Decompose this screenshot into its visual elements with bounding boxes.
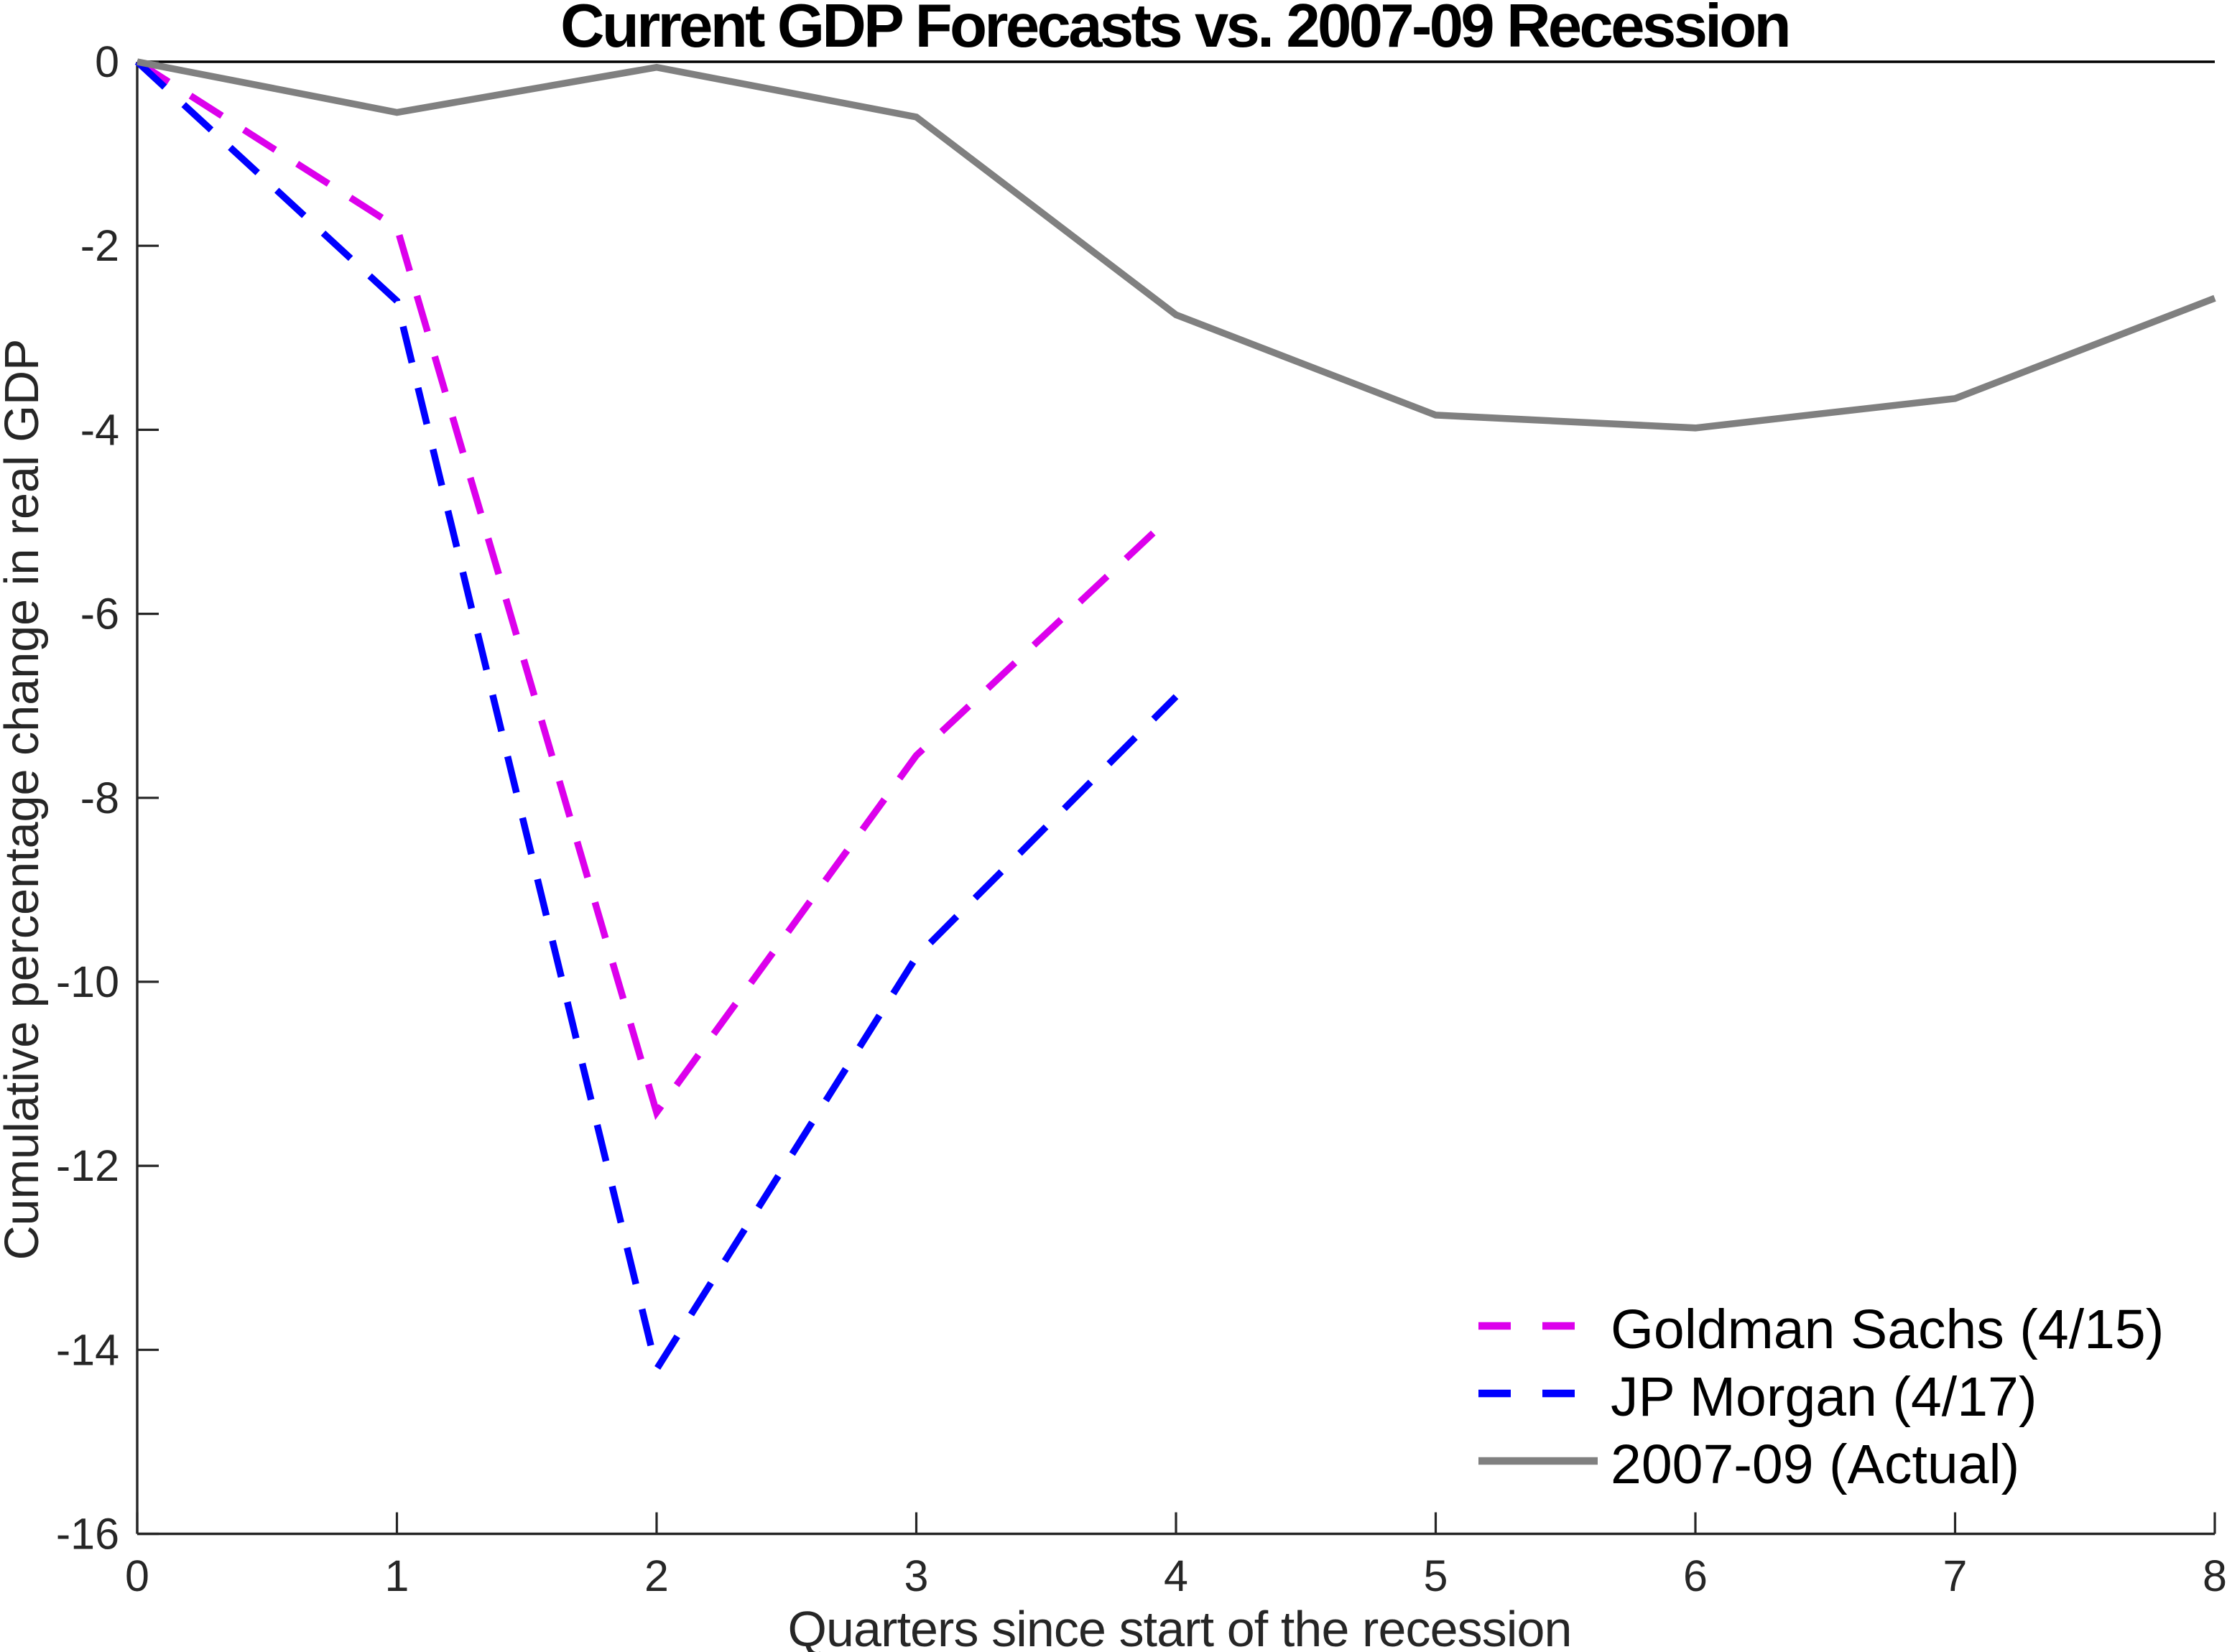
svg-text:5: 5 <box>1424 1551 1448 1600</box>
svg-text:-4: -4 <box>80 405 119 454</box>
svg-text:Quarters since start of the re: Quarters since start of the recession <box>787 1601 1571 1652</box>
svg-text:-16: -16 <box>56 1510 119 1559</box>
svg-text:6: 6 <box>1683 1551 1708 1600</box>
svg-text:2007-09 (Actual): 2007-09 (Actual) <box>1611 1434 2019 1495</box>
svg-text:-2: -2 <box>80 221 119 270</box>
svg-text:Cumulative percentage change i: Cumulative percentage change in real GDP <box>0 339 49 1261</box>
svg-text:-14: -14 <box>56 1325 119 1374</box>
svg-text:-12: -12 <box>56 1141 119 1190</box>
svg-text:-10: -10 <box>56 957 119 1006</box>
svg-text:8: 8 <box>2203 1551 2227 1600</box>
svg-text:0: 0 <box>125 1551 149 1600</box>
svg-text:Goldman Sachs (4/15): Goldman Sachs (4/15) <box>1611 1299 2164 1360</box>
svg-text:JP Morgan (4/17): JP Morgan (4/17) <box>1611 1366 2037 1428</box>
svg-text:Current GDP Forecasts vs. 2007: Current GDP Forecasts vs. 2007-09 Recess… <box>560 0 1789 60</box>
svg-text:0: 0 <box>95 37 119 86</box>
svg-text:3: 3 <box>904 1551 929 1600</box>
svg-text:-6: -6 <box>80 590 119 639</box>
svg-text:2: 2 <box>644 1551 669 1600</box>
svg-text:7: 7 <box>1943 1551 1968 1600</box>
svg-text:-8: -8 <box>80 774 119 822</box>
svg-text:1: 1 <box>385 1551 409 1600</box>
svg-text:4: 4 <box>1164 1551 1188 1600</box>
